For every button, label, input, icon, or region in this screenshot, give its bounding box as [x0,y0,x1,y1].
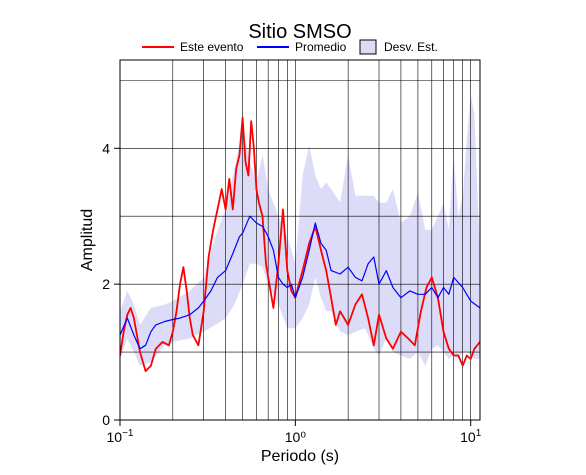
y-tick-label: 0 [102,412,110,428]
legend-swatch [359,39,377,55]
x-tick-label: 101 [460,428,482,445]
x-tick-label: 10−1 [107,428,134,445]
y-tick-label: 4 [102,140,110,156]
std-dev-band [120,94,480,366]
legend: Este evento Promedio Desv. Est. [142,39,438,55]
x-tick-label: 10⁰ [285,429,307,445]
plot-frame [119,59,481,421]
legend-label: Desv. Est. [384,40,438,54]
chart-title: Sitio SMSO [248,21,351,43]
legend-label: Promedio [295,40,347,54]
y-tick-label: 2 [102,276,110,292]
legend-label: Este evento [180,40,244,54]
series-line-promedio [120,215,480,350]
axes: 0 2 4 10−1 10⁰ 101 [102,140,481,445]
y-axis-label: Amplitud [79,209,96,271]
series-line-este-evento [120,116,480,373]
grid [119,60,480,421]
x-axis-label: Periodo (s) [261,448,339,465]
